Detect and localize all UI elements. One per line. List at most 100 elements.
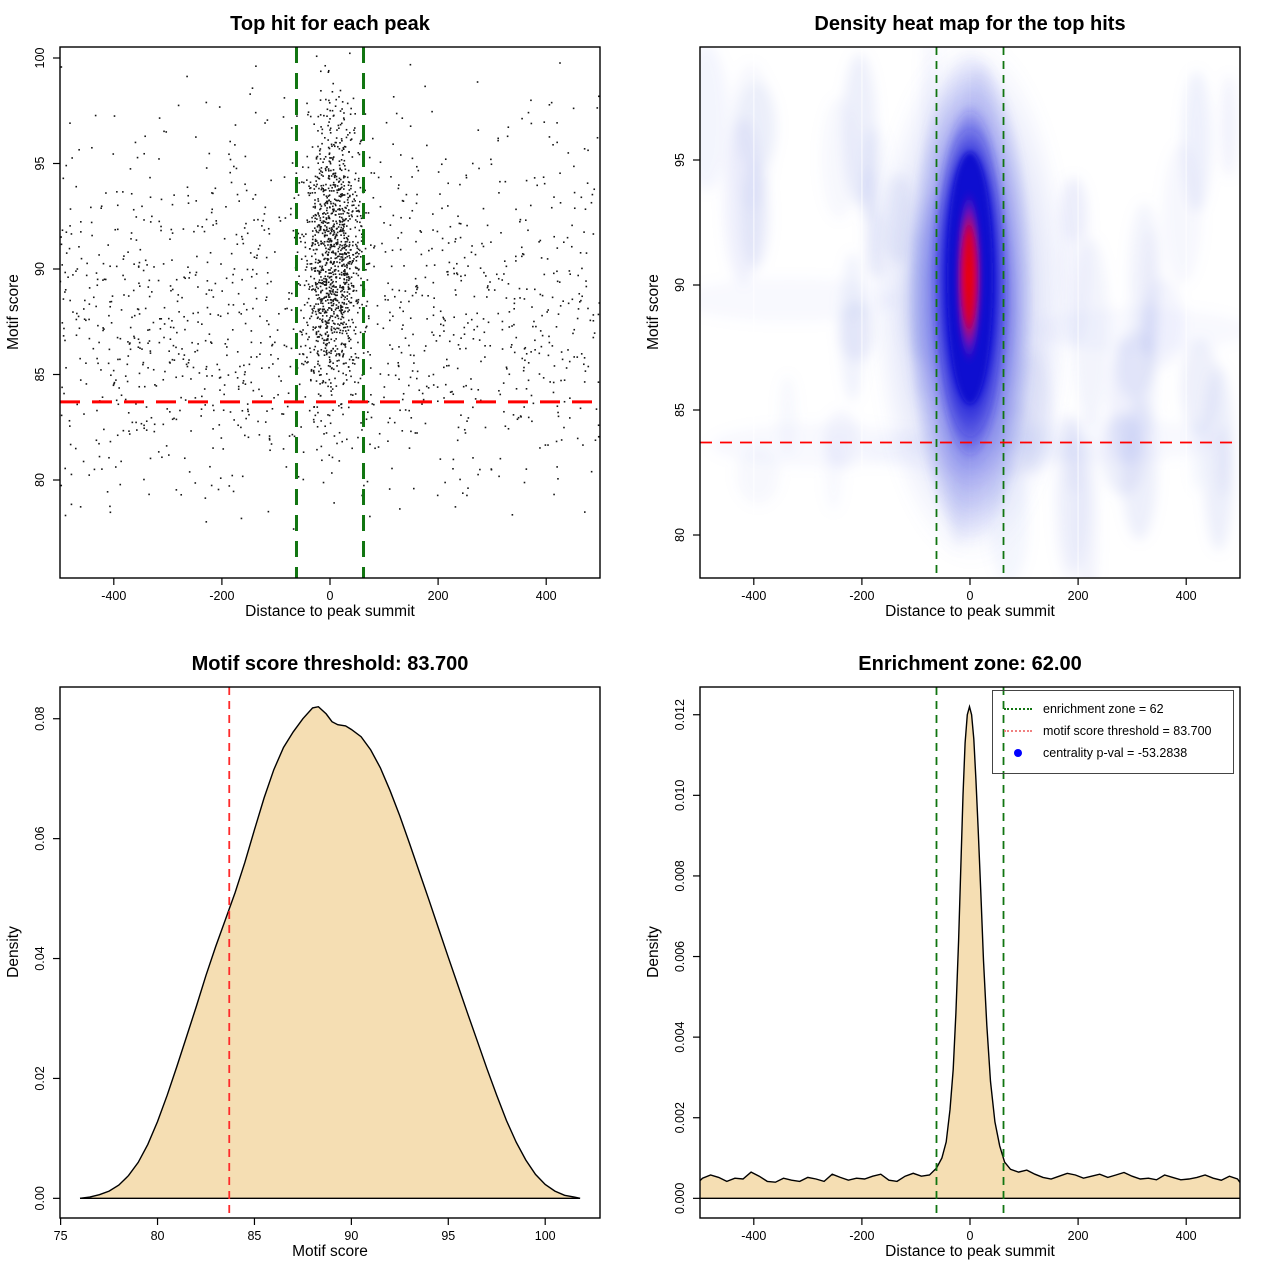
data-point	[342, 286, 345, 289]
data-point	[412, 333, 414, 336]
data-point	[453, 316, 455, 319]
data-point	[344, 241, 347, 243]
data-point	[351, 362, 354, 365]
data-point	[325, 284, 327, 286]
data-point	[335, 280, 337, 283]
data-point	[433, 264, 436, 266]
data-point	[313, 421, 315, 423]
data-point	[60, 243, 63, 246]
data-point	[553, 493, 555, 496]
data-point	[543, 182, 546, 185]
data-point	[401, 398, 404, 401]
data-point	[280, 380, 282, 382]
data-point	[330, 267, 333, 269]
data-point	[342, 209, 344, 212]
data-point	[341, 230, 343, 233]
data-point	[410, 417, 413, 419]
data-point	[232, 273, 234, 276]
data-point	[327, 146, 330, 149]
data-point	[180, 493, 183, 496]
data-point	[115, 379, 117, 381]
data-point	[319, 265, 321, 268]
data-point	[363, 484, 365, 487]
data-point	[333, 225, 335, 228]
data-point	[408, 217, 411, 219]
data-point	[470, 388, 473, 391]
data-point	[310, 267, 313, 269]
data-point	[324, 332, 327, 335]
data-point	[91, 234, 93, 237]
data-point	[409, 317, 412, 320]
data-point	[413, 354, 415, 357]
data-point	[525, 179, 528, 182]
data-point	[497, 312, 500, 315]
data-point	[314, 207, 316, 209]
data-point	[321, 128, 324, 131]
data-point	[322, 216, 325, 218]
data-point	[317, 363, 319, 365]
data-point	[431, 247, 433, 250]
data-point	[227, 303, 230, 306]
data-point	[179, 409, 181, 412]
data-point	[467, 417, 470, 419]
data-point	[336, 255, 339, 258]
data-point	[463, 428, 466, 431]
data-point	[316, 183, 318, 186]
data-point	[170, 289, 172, 292]
data-point	[157, 279, 160, 282]
data-point	[209, 251, 212, 254]
data-point	[551, 345, 554, 347]
data-point	[495, 273, 498, 276]
data-point	[471, 162, 474, 165]
data-point	[333, 245, 336, 248]
data-point	[302, 329, 304, 331]
data-point	[64, 271, 67, 274]
data-point	[348, 189, 351, 191]
data-point	[340, 309, 343, 311]
data-point	[215, 220, 218, 222]
data-point	[365, 325, 368, 328]
data-point	[559, 305, 562, 307]
data-point	[530, 122, 533, 125]
green-dotted-line-swatch	[1004, 708, 1032, 710]
data-point	[501, 279, 504, 281]
data-point	[356, 302, 359, 305]
data-point	[317, 115, 320, 118]
data-point	[354, 178, 356, 181]
data-point	[337, 323, 339, 325]
data-point	[338, 331, 341, 334]
data-point	[327, 302, 330, 304]
data-point	[124, 278, 126, 281]
data-point	[320, 334, 323, 337]
data-point	[389, 417, 391, 420]
data-point	[424, 422, 427, 425]
data-point	[465, 174, 468, 177]
data-point	[447, 182, 450, 185]
data-point	[356, 267, 359, 270]
data-point	[236, 243, 239, 246]
data-point	[102, 329, 104, 332]
data-point	[370, 172, 373, 174]
data-point	[346, 295, 349, 297]
data-point	[69, 225, 71, 227]
data-point	[342, 220, 345, 222]
data-point	[326, 339, 329, 341]
data-point	[580, 196, 583, 199]
data-point	[288, 435, 291, 437]
data-point	[192, 312, 195, 315]
data-point	[586, 182, 589, 184]
data-point	[302, 166, 304, 168]
data-point	[329, 269, 331, 271]
data-point	[342, 232, 345, 234]
data-point	[292, 229, 295, 232]
data-point	[348, 287, 350, 289]
data-point	[328, 241, 330, 243]
data-point	[309, 378, 312, 381]
data-point	[64, 467, 67, 470]
data-point	[315, 248, 318, 251]
data-point	[417, 169, 420, 172]
data-point	[525, 388, 528, 390]
data-point	[361, 429, 363, 431]
data-point	[176, 300, 179, 303]
